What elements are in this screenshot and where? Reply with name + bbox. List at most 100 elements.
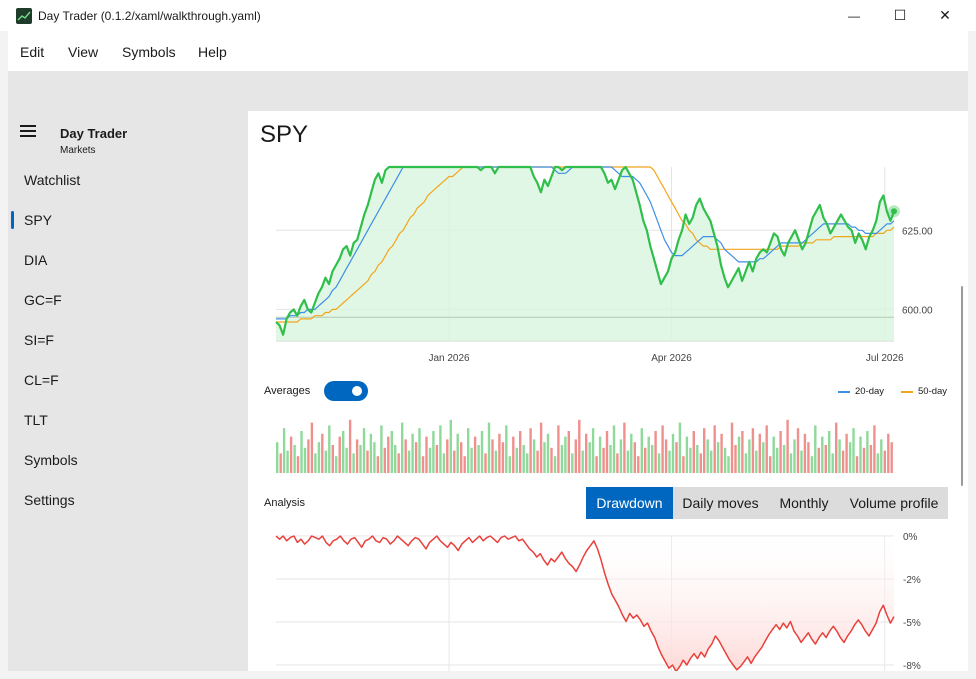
sidebar-item-settings[interactable]: Settings	[8, 482, 248, 518]
volume-bar	[286, 450, 289, 473]
volume-bar	[557, 425, 560, 473]
volume-bar	[501, 442, 505, 473]
sidebar-item-si-f[interactable]: SI=F	[8, 322, 248, 358]
volume-bar	[838, 439, 841, 473]
averages-toggle[interactable]	[324, 381, 368, 401]
volume-bar	[508, 456, 511, 473]
menu-view[interactable]: View	[68, 44, 99, 60]
close-button[interactable]: ✕	[922, 0, 968, 31]
title-bar[interactable]: Day Trader (0.1.2/xaml/walkthrough.yaml)…	[0, 0, 976, 31]
volume-bar	[887, 433, 890, 473]
volume-bar	[685, 436, 689, 473]
volume-bar	[477, 445, 480, 473]
volume-bar	[352, 453, 355, 473]
volume-bar	[321, 433, 324, 473]
menu-edit[interactable]: Edit	[20, 44, 45, 60]
volume-bar	[439, 425, 442, 473]
volume-bar	[446, 439, 449, 473]
volume-bar	[848, 442, 852, 473]
volume-bar	[880, 439, 883, 473]
minimize-button[interactable]: —	[831, 0, 877, 31]
volume-bar	[505, 425, 508, 473]
volume-bar	[289, 436, 293, 473]
volume-bar	[762, 442, 765, 473]
volume-bar	[428, 447, 432, 473]
volume-bar	[696, 445, 699, 473]
volume-bar	[470, 447, 473, 473]
menu-bar: Edit View Symbols Help	[8, 31, 968, 71]
sidebar-item-gc-f[interactable]: GC=F	[8, 282, 248, 318]
volume-bar	[616, 453, 619, 473]
volume-bar	[432, 431, 435, 473]
tab-volume-profile[interactable]: Volume profile	[840, 487, 948, 519]
volume-bar	[765, 425, 768, 473]
last-price-marker	[891, 208, 897, 215]
volume-bar	[817, 447, 820, 473]
sidebar-app-name: Day Trader	[60, 126, 128, 141]
volume-bar	[338, 436, 341, 473]
volume-bar	[598, 436, 602, 473]
volume-bar	[623, 422, 626, 473]
volume-bar	[387, 436, 390, 473]
volume-bar	[460, 442, 463, 473]
sidebar-item-label: Watchlist	[24, 172, 81, 188]
volume-bar	[699, 453, 702, 473]
sidebar-item-dia[interactable]: DIA	[8, 242, 248, 278]
volume-bar	[522, 445, 525, 473]
volume-bar	[390, 431, 393, 473]
legend-swatch-20-day	[838, 390, 850, 393]
page-title: SPY	[260, 121, 309, 148]
volume-bar	[779, 431, 782, 473]
volume-bar	[810, 456, 814, 473]
volume-bar	[383, 447, 386, 473]
price-chart: 600.00 625.00 Jan 2026 Apr 2026 Jul 2026	[275, 165, 933, 364]
maximize-button[interactable]: ☐	[877, 0, 923, 31]
volume-bar	[348, 419, 352, 473]
volume-bar	[657, 453, 661, 473]
volume-bar	[491, 439, 494, 473]
volume-bar	[727, 456, 730, 473]
volume-bar	[883, 450, 886, 473]
volume-bar	[713, 425, 716, 473]
volume-bar	[328, 425, 331, 473]
volume-bar	[303, 447, 307, 473]
volume-bar	[380, 425, 383, 473]
sidebar-item-cl-f[interactable]: CL=F	[8, 362, 248, 398]
volume-bar	[487, 422, 491, 473]
menu-help[interactable]: Help	[198, 44, 227, 60]
sidebar: Day Trader Markets Watchlist SPY DIA GC=…	[8, 111, 248, 671]
volume-bar	[498, 433, 501, 473]
hamburger-menu-icon[interactable]	[20, 125, 36, 137]
tab-monthly[interactable]: Monthly	[768, 487, 840, 519]
tab-drawdown[interactable]: Drawdown	[586, 487, 673, 519]
menu-symbols[interactable]: Symbols	[122, 44, 176, 60]
volume-bar	[637, 456, 640, 473]
volume-bar	[543, 442, 546, 473]
volume-bar	[407, 450, 411, 473]
volume-bar	[553, 456, 557, 473]
sidebar-item-label: CL=F	[24, 372, 59, 388]
sidebar-item-spy[interactable]: SPY	[8, 202, 248, 238]
vertical-scrollbar[interactable]	[961, 286, 963, 486]
volume-bar	[859, 436, 862, 473]
volume-bar	[789, 453, 793, 473]
tab-daily-moves[interactable]: Daily moves	[673, 487, 768, 519]
volume-bar	[644, 447, 647, 473]
sidebar-item-symbols[interactable]: Symbols	[8, 442, 248, 478]
volume-bar	[560, 445, 564, 473]
volume-bar	[796, 428, 800, 473]
volume-bar	[411, 433, 414, 473]
volume-bar	[772, 436, 775, 473]
volume-bar	[324, 450, 327, 473]
sidebar-item-tlt[interactable]: TLT	[8, 402, 248, 438]
volume-bar	[845, 433, 848, 473]
volume-bar	[314, 453, 317, 473]
volume-bar	[605, 431, 609, 473]
volume-bar	[362, 428, 366, 473]
volume-bar	[890, 442, 893, 473]
volume-bar	[453, 450, 456, 473]
sidebar-item-watchlist[interactable]: Watchlist	[8, 162, 248, 198]
sidebar-item-label: Symbols	[24, 452, 78, 468]
volume-bar	[456, 433, 459, 473]
volume-bar	[595, 456, 598, 473]
